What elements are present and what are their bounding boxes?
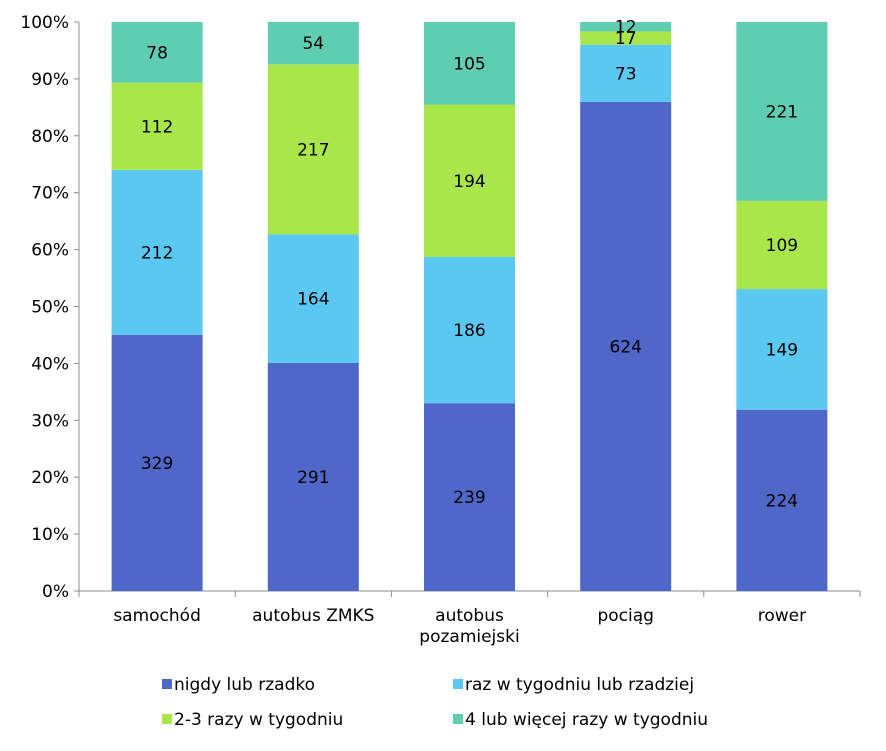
legend-label: 2-3 razy w tygodniu <box>174 710 343 730</box>
legend-swatch <box>162 714 172 724</box>
legend-swatch <box>162 679 172 689</box>
data-label: 73 <box>615 64 637 84</box>
data-label: 186 <box>453 321 485 341</box>
bar-segment-rower-3 <box>736 22 828 201</box>
bars <box>111 22 828 592</box>
legend-swatch <box>453 714 463 724</box>
bar-segment-samochód-3 <box>111 22 203 83</box>
axes: 0% 10% 20% 30% 40% 50% 60% 70% 80% 90% 100% samochó… <box>20 13 861 647</box>
y-tick-label: 60% <box>31 241 69 261</box>
y-tick-label: 50% <box>31 298 69 318</box>
data-label: 217 <box>297 140 329 160</box>
data-label: 78 <box>146 43 168 63</box>
bar-segment-rower-0 <box>736 409 828 591</box>
data-label: 624 <box>609 337 641 357</box>
bar-segment-autobus-pozamiejski-2 <box>424 104 515 257</box>
data-label: 194 <box>453 172 485 192</box>
x-category-label: autobus pozamiejski <box>419 606 519 647</box>
bar-segment-autobus-zmks-2 <box>267 64 359 235</box>
bar-segment-autobus-zmks-0 <box>267 362 359 591</box>
y-tick-label: 100% <box>20 13 69 33</box>
data-label: 239 <box>453 488 485 508</box>
bar-segment-autobus-zmks-1 <box>267 234 359 363</box>
data-label: 212 <box>141 243 173 263</box>
data-label: 109 <box>766 236 798 256</box>
legend-label: 4 lub więcej razy w tygodniu <box>465 710 708 730</box>
data-label: 164 <box>297 290 329 310</box>
y-tick-label: 80% <box>31 127 69 147</box>
bar-segment-pociąg-2 <box>580 31 672 45</box>
bar-segment-samochód-0 <box>111 334 203 591</box>
bar-segment-samochód-1 <box>111 169 203 335</box>
bar-segment-rower-2 <box>736 200 828 290</box>
data-labels: 329 212 112 78 291 164 217 54 239 186 194 105 624 73 1… <box>141 18 798 512</box>
data-label: 12 <box>615 18 637 38</box>
x-category-label: samochód <box>113 606 201 626</box>
data-label: 54 <box>302 34 324 54</box>
bar-segment-autobus-pozamiejski-1 <box>424 256 515 404</box>
data-label: 149 <box>766 340 798 360</box>
bar-segment-samochód-2 <box>111 82 203 170</box>
legend-label: raz w tygodniu lub rzadziej <box>465 675 694 695</box>
y-tick-label: 30% <box>31 411 69 431</box>
bar-segment-rower-1 <box>736 289 828 410</box>
bar-segment-autobus-pozamiejski-0 <box>424 403 515 591</box>
data-label: 224 <box>766 491 798 511</box>
legend-swatch <box>453 679 463 689</box>
x-category-label: rower <box>758 606 806 626</box>
y-tick-label: 40% <box>31 354 69 374</box>
bar-segment-autobus-pozamiejski-3 <box>424 22 515 105</box>
bar-segment-pociąg-3 <box>580 22 672 32</box>
data-label: 17 <box>615 29 637 49</box>
data-label: 221 <box>766 102 798 122</box>
data-label: 291 <box>297 468 329 488</box>
legend-label: nigdy lub rzadko <box>174 675 315 695</box>
x-category-label: pociąg <box>597 606 653 626</box>
bar-segment-pociąg-1 <box>580 44 672 102</box>
y-tick-label: 90% <box>31 70 69 90</box>
bar-segment-pociąg-0 <box>580 101 672 592</box>
data-label: 112 <box>141 117 173 137</box>
y-tick-label: 20% <box>31 468 69 488</box>
data-label: 329 <box>141 454 173 474</box>
legend: nigdy lub rzadko raz w tygodniu lub rzadz… <box>162 675 708 730</box>
y-tick-label: 70% <box>31 184 69 204</box>
x-category-label: autobus ZMKS <box>252 606 374 626</box>
y-tick-label: 0% <box>42 582 69 602</box>
data-label: 105 <box>453 54 485 74</box>
y-tick-label: 10% <box>31 525 69 545</box>
bar-segment-autobus-zmks-3 <box>267 22 359 65</box>
